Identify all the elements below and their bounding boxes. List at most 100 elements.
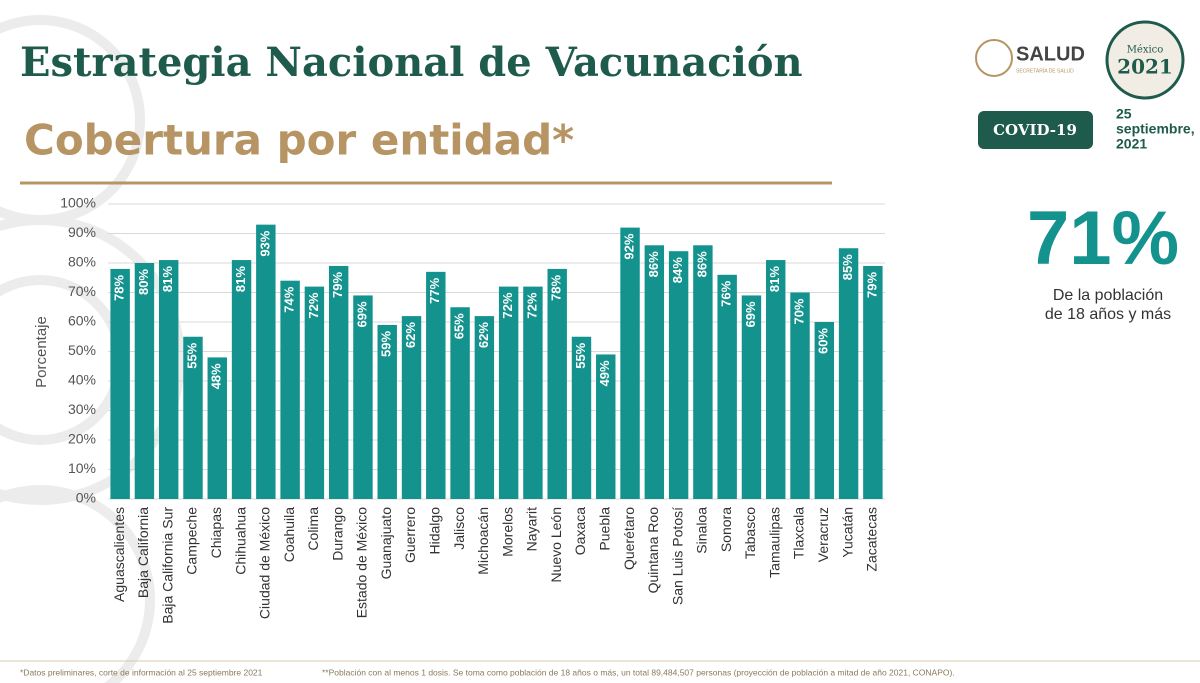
y-tick-label: 100% [60, 195, 96, 211]
value-label: 55% [184, 342, 199, 368]
value-label: 85% [840, 254, 855, 280]
x-tick-label: Yucatán [839, 507, 855, 558]
date-line: 2021 [1116, 136, 1147, 152]
value-label: 81% [233, 266, 248, 292]
x-tick-label: Baja California [135, 507, 151, 598]
value-label: 81% [160, 266, 175, 292]
bar [863, 265, 883, 499]
bar [231, 260, 252, 499]
x-tick-label: Morelos [499, 507, 515, 557]
salud-logo-sub: SECRETARÍA DE SALUD [1016, 67, 1074, 74]
value-label: 80% [136, 269, 151, 295]
value-label: 79% [864, 272, 879, 298]
x-tick-label: Zacatecas [864, 507, 880, 572]
value-label: 74% [282, 286, 297, 312]
x-tick-label: Coahuila [281, 507, 297, 562]
x-tick-label: Ciudad de México [257, 507, 273, 619]
x-tick-label: Durango [329, 507, 345, 561]
bar [158, 260, 179, 499]
x-tick-label: Chihuahua [232, 507, 248, 575]
y-tick-label: 50% [68, 342, 96, 358]
x-tick-label: Campeche [184, 507, 200, 575]
x-tick-label: Puebla [596, 507, 612, 551]
y-tick-label: 80% [68, 254, 96, 270]
value-label: 78% [549, 274, 564, 300]
covid-badge-text: COVID-19 [993, 121, 1077, 139]
x-tick-label: Nuevo León [548, 507, 564, 583]
value-label: 69% [743, 301, 758, 327]
x-tick-label: Chiapas [208, 507, 224, 558]
x-tick-label: Michoacán [475, 507, 491, 575]
y-tick-label: 90% [68, 224, 96, 240]
value-label: 84% [670, 257, 685, 283]
x-tick-label: Colima [305, 507, 321, 551]
slide-subtitle: Cobertura por entidad* [24, 116, 574, 165]
y-tick-label: 60% [68, 313, 96, 329]
footnote: *Datos preliminares, corte de informació… [20, 667, 263, 677]
bar [426, 271, 446, 499]
value-label: 78% [112, 274, 127, 300]
headline-value: 71% [1027, 196, 1179, 281]
y-tick-label: 10% [68, 460, 96, 476]
value-label: 92% [621, 233, 636, 259]
y-tick-label: 20% [68, 431, 96, 447]
bar [304, 286, 325, 499]
bar [644, 245, 665, 499]
bar [328, 265, 349, 499]
bar [377, 324, 397, 499]
value-label: 65% [452, 313, 467, 339]
bar [183, 336, 203, 499]
value-label: 59% [379, 331, 394, 357]
bar [353, 295, 373, 499]
emblem-year: 2021 [1117, 55, 1173, 79]
bar [450, 307, 470, 499]
bar [474, 316, 495, 499]
value-label: 86% [694, 251, 709, 277]
bar [596, 354, 616, 499]
value-label: 76% [719, 280, 734, 306]
bar [790, 292, 810, 499]
value-label: 60% [816, 328, 831, 354]
bar [207, 357, 227, 499]
y-axis-label: Porcentaje [33, 316, 50, 388]
date-line: 25 [1116, 106, 1132, 122]
x-tick-label: Sonora [718, 507, 734, 552]
bar [717, 274, 737, 499]
bar [401, 316, 422, 499]
value-label: 81% [767, 266, 782, 292]
bar [838, 248, 859, 499]
bar [498, 286, 519, 499]
value-label: 62% [476, 322, 491, 348]
value-label: 72% [524, 292, 539, 318]
slide-title: Estrategia Nacional de Vacunación [20, 39, 803, 86]
value-label: 72% [306, 292, 321, 318]
x-tick-label: Oaxaca [572, 507, 588, 555]
headline-caption: de 18 años y más [1045, 306, 1171, 323]
y-tick-label: 40% [68, 372, 96, 388]
bar [256, 224, 276, 499]
value-label: 49% [597, 360, 612, 386]
y-tick-label: 30% [68, 401, 96, 417]
value-label: 72% [500, 292, 515, 318]
emblem-top: México [1127, 45, 1164, 56]
bar [134, 263, 155, 499]
x-tick-label: Jalisco [451, 507, 467, 550]
x-tick-label: Tabasco [742, 507, 758, 559]
value-label: 70% [791, 298, 806, 324]
value-label: 86% [646, 251, 661, 277]
bar [523, 286, 543, 499]
footnote: **Población con al menos 1 dosis. Se tom… [322, 667, 955, 677]
date-line: septiembre, [1116, 121, 1195, 137]
bar [766, 260, 786, 499]
value-label: 55% [573, 342, 588, 368]
salud-emblem [975, 39, 1013, 77]
x-tick-label: Tlaxcala [791, 507, 807, 559]
x-tick-label: Estado de México [354, 507, 370, 618]
y-tick-label: 0% [76, 490, 96, 506]
x-tick-label: Sinaloa [694, 507, 710, 554]
y-tick-label: 70% [68, 283, 96, 299]
x-tick-label: Tamaulipas [766, 507, 782, 578]
x-tick-label: Querétaro [621, 507, 637, 570]
